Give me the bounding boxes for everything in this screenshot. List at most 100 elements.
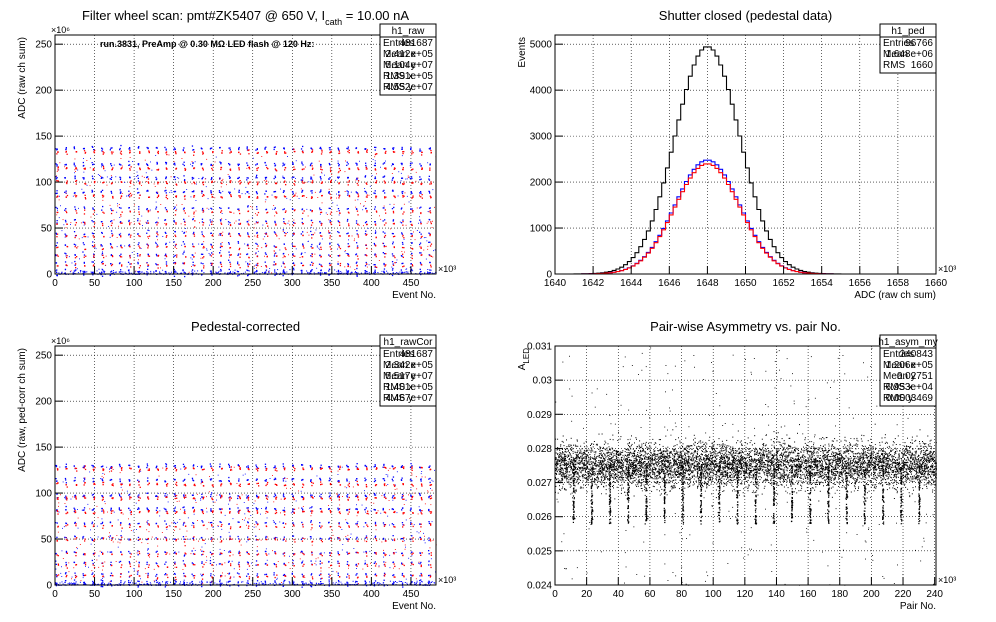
data-point	[177, 521, 178, 523]
data-point	[155, 467, 157, 469]
data-point	[373, 480, 376, 483]
data-point	[292, 582, 294, 584]
data-point	[147, 222, 150, 224]
data-point	[328, 581, 330, 583]
data-point	[129, 186, 131, 188]
data-point	[346, 164, 348, 166]
data-point	[110, 183, 113, 185]
chart-title: Pedestal-corrected	[191, 319, 300, 334]
data-point	[315, 560, 317, 562]
data-point	[260, 266, 262, 267]
data-point	[382, 509, 384, 511]
data-point	[97, 536, 99, 538]
data-point	[219, 579, 221, 581]
data-point	[155, 537, 157, 539]
data-point	[401, 241, 404, 244]
data-point	[200, 479, 203, 481]
data-point	[201, 209, 204, 211]
data-point	[174, 497, 176, 500]
data-point	[289, 555, 290, 557]
stats-row-label: RMS x	[383, 71, 413, 82]
data-point	[164, 495, 166, 497]
data-point	[346, 495, 348, 497]
data-point	[237, 177, 240, 179]
data-point	[400, 182, 401, 184]
data-point	[201, 218, 204, 220]
data-point	[419, 509, 421, 511]
data-point	[147, 510, 150, 512]
data-point	[264, 581, 267, 583]
data-point	[318, 263, 321, 265]
data-point	[338, 195, 341, 197]
data-point	[219, 219, 221, 221]
data-point	[427, 272, 429, 274]
data-point	[338, 176, 340, 178]
data-point	[282, 585, 284, 587]
data-point	[420, 247, 422, 249]
data-point	[307, 215, 309, 217]
data-point	[213, 575, 215, 577]
data-point	[337, 507, 339, 509]
data-point	[181, 244, 183, 246]
data-point	[117, 203, 118, 205]
x-exponent: ×10³	[438, 264, 456, 274]
data-point	[383, 494, 385, 496]
data-point	[175, 271, 177, 273]
data-point	[173, 521, 175, 524]
data-point	[146, 538, 149, 540]
data-point	[120, 581, 122, 584]
data-point	[201, 465, 203, 467]
data-point	[155, 466, 158, 468]
data-point	[283, 177, 285, 179]
data-point	[74, 467, 76, 469]
x-tick-label: 450	[403, 278, 420, 289]
data-point	[289, 269, 291, 271]
data-point	[191, 494, 194, 496]
data-point	[427, 211, 429, 212]
data-point	[291, 572, 293, 574]
data-point	[200, 498, 202, 500]
data-point	[392, 264, 395, 266]
data-point	[120, 499, 122, 501]
data-point	[428, 560, 430, 562]
data-point	[103, 236, 105, 238]
data-point	[397, 195, 399, 197]
data-point	[65, 164, 67, 166]
data-point	[398, 171, 400, 173]
data-point	[139, 194, 141, 196]
data-point	[309, 264, 312, 266]
data-point	[128, 148, 130, 150]
data-point	[138, 508, 140, 510]
data-point	[82, 192, 84, 194]
data-point	[184, 275, 186, 278]
data-point	[128, 550, 130, 553]
data-point	[138, 182, 141, 184]
data-point	[273, 495, 275, 498]
data-point	[198, 243, 200, 245]
data-point	[328, 231, 329, 233]
data-point	[156, 221, 158, 223]
data-point	[311, 168, 314, 170]
data-point	[337, 580, 340, 582]
data-point	[328, 192, 330, 194]
data-point	[118, 225, 119, 227]
data-point	[389, 567, 391, 569]
data-point	[244, 271, 246, 273]
data-point	[383, 270, 385, 272]
data-point	[164, 551, 167, 553]
data-point	[310, 574, 312, 576]
data-point	[92, 576, 95, 578]
data-point	[292, 559, 294, 562]
data-point	[156, 232, 158, 234]
data-point	[76, 537, 78, 539]
data-point	[65, 479, 67, 481]
data-point	[83, 583, 85, 586]
data-point	[170, 190, 172, 191]
data-point	[283, 536, 285, 538]
data-point	[247, 265, 249, 268]
data-point	[57, 246, 59, 248]
data-point	[393, 246, 395, 249]
data-point	[420, 178, 422, 180]
data-point	[229, 496, 231, 498]
data-point	[272, 520, 274, 522]
